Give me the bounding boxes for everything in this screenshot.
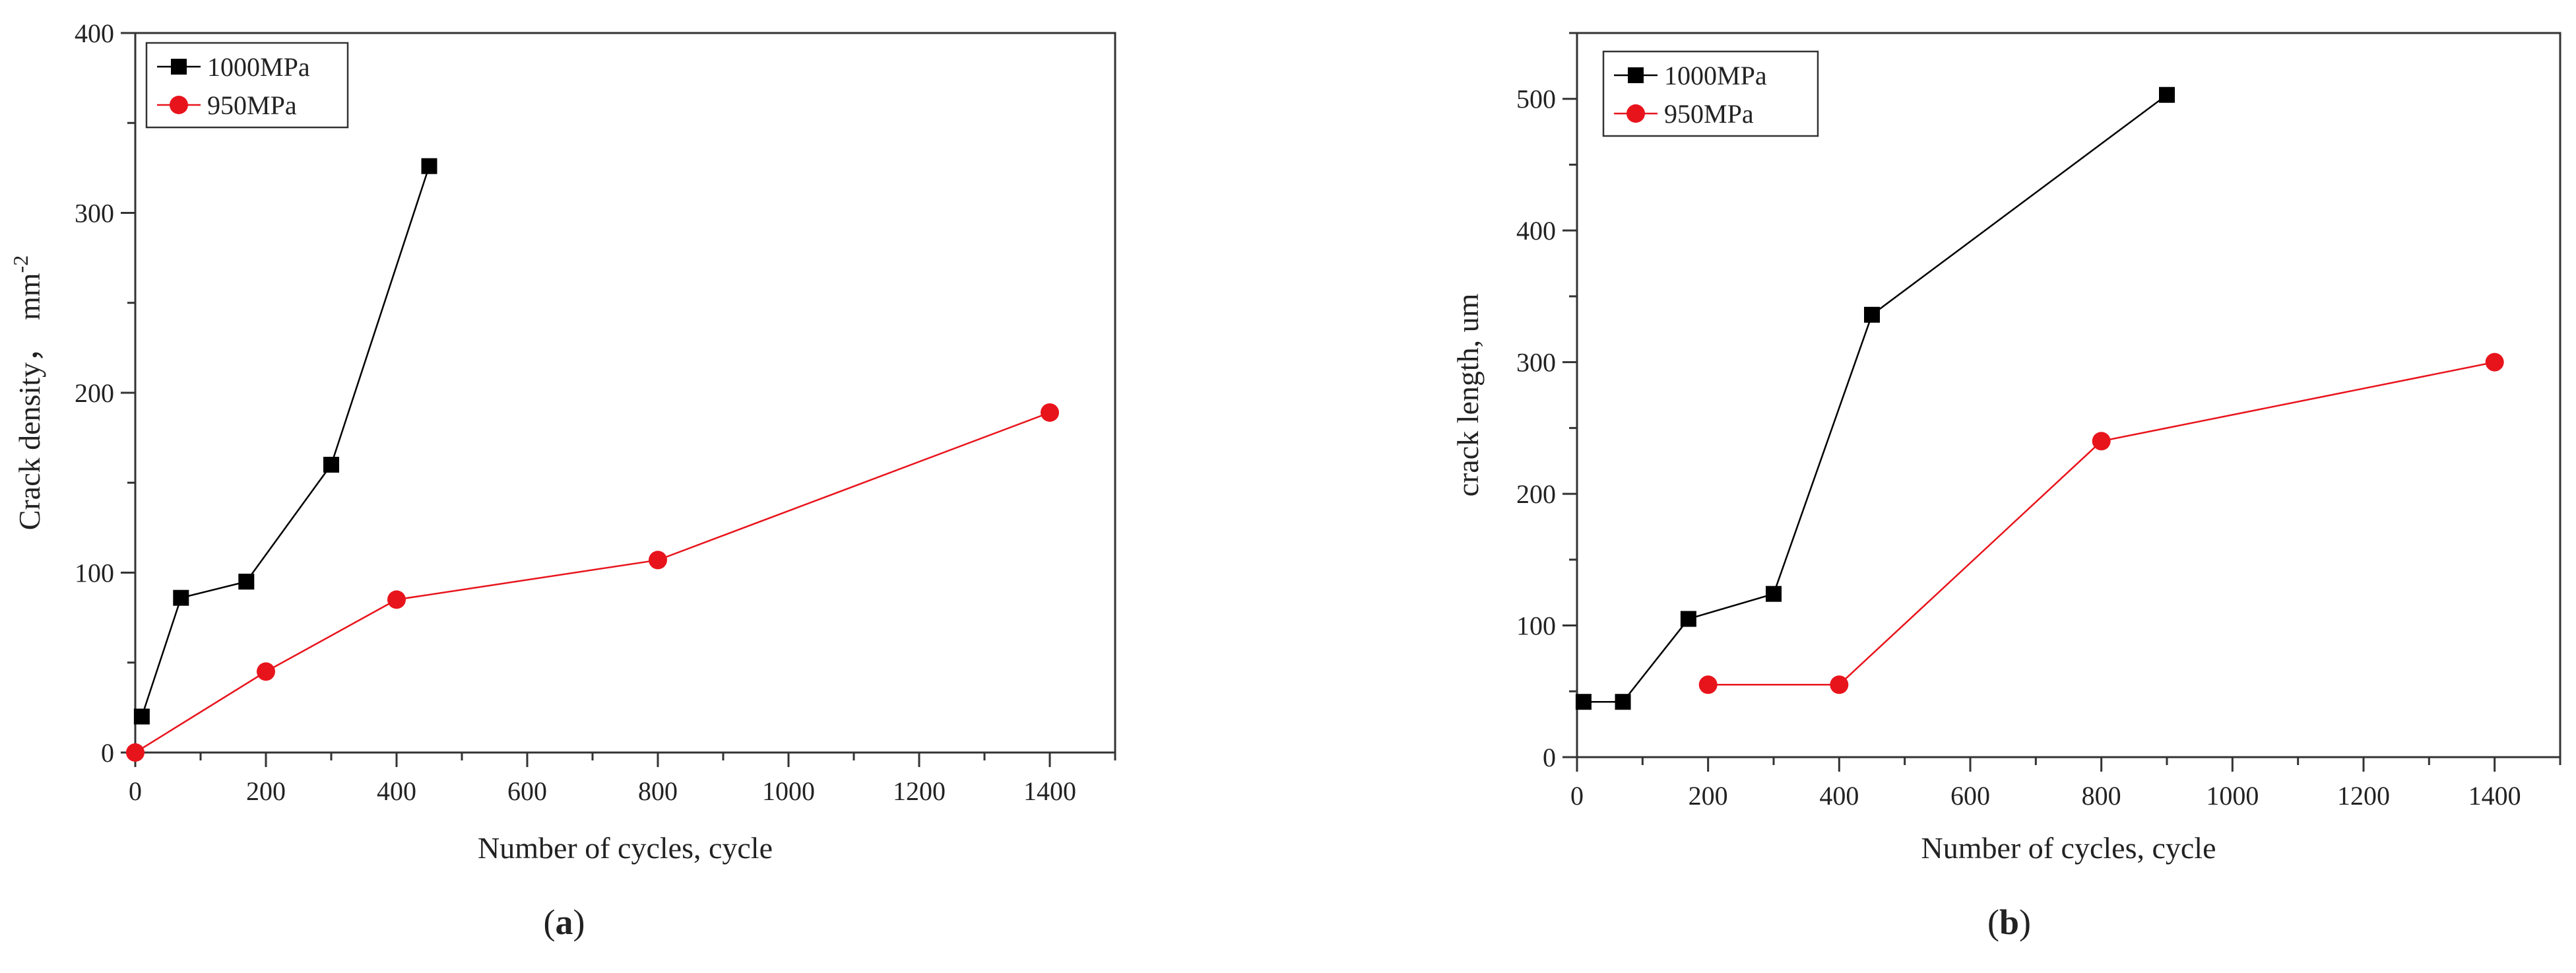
x-tick-label: 200	[1689, 781, 1728, 811]
y-tick-label: 400	[1516, 216, 1556, 246]
data-point-circle	[2485, 352, 2504, 372]
x-tick-label: 1000	[2206, 781, 2259, 811]
chart-panel-b: 0 200 400 600 800 1000 1200 1400 0 100 200 300 400 50…	[1451, 32, 2561, 942]
legend-label: 1000MPa	[207, 52, 310, 82]
data-point-circle	[2092, 432, 2111, 451]
x-tick-label: 0	[129, 776, 142, 806]
x-tick-label: 1200	[893, 776, 946, 806]
legend-marker-square	[171, 59, 187, 75]
panel-label: (b)	[1987, 902, 2031, 942]
y-axis-label: Crack density，mm-2	[9, 255, 46, 530]
y-tick-label: 300	[75, 199, 114, 228]
legend-label: 1000MPa	[1664, 61, 1767, 90]
y-tick-label: 100	[1516, 611, 1556, 641]
data-point-square	[1864, 306, 1880, 323]
data-point-square	[173, 589, 189, 606]
y-axis-unit: mm	[13, 273, 46, 320]
data-point-square	[1575, 694, 1592, 710]
x-axis-label: Number of cycles, cycle	[478, 831, 773, 865]
x-tick-label: 800	[2082, 781, 2121, 811]
data-point-square	[238, 574, 255, 590]
panel-letter: b	[1999, 902, 2019, 942]
data-point-square	[1766, 586, 1782, 602]
legend-marker-circle	[170, 96, 188, 114]
y-tick-label: 500	[1516, 84, 1556, 114]
data-point-circle	[387, 590, 406, 609]
x-tick-label: 1400	[2468, 781, 2521, 811]
data-point-square	[421, 158, 437, 174]
x-tick-label: 600	[1950, 781, 1990, 811]
x-tick-label: 1200	[2337, 781, 2390, 811]
x-tick-label: 200	[246, 776, 286, 806]
data-point-square	[1615, 694, 1631, 710]
series-line-950MPa	[1708, 361, 2495, 686]
data-point-square	[323, 457, 339, 473]
data-point-circle	[126, 743, 145, 762]
x-tick-label: 0	[1570, 781, 1584, 811]
data-point-square	[2159, 86, 2175, 103]
y-axis-unit-exponent: -2	[9, 255, 32, 273]
data-point-circle	[257, 662, 275, 681]
x-tick-label: 1000	[762, 776, 815, 806]
y-tick-label: 400	[75, 18, 114, 48]
panel-letter: a	[556, 902, 573, 942]
x-tick-label: 1400	[1023, 776, 1076, 806]
x-axis-label: Number of cycles, cycle	[1921, 831, 2216, 865]
x-tick-label: 600	[507, 776, 547, 806]
legend-marker-circle	[1626, 104, 1645, 123]
y-tick-label: 100	[75, 558, 114, 588]
data-point-circle	[1698, 675, 1718, 694]
data-point-circle	[1041, 403, 1059, 422]
x-tick-label: 800	[638, 776, 678, 806]
x-tick-label: 400	[377, 776, 416, 806]
x-tick-label: 400	[1819, 781, 1859, 811]
legend-marker-square	[1628, 67, 1644, 83]
data-point-circle	[1830, 675, 1849, 694]
data-point-square	[1680, 611, 1696, 627]
y-tick-label: 0	[1543, 743, 1556, 772]
y-tick-label: 200	[1516, 479, 1556, 509]
plot-frame	[1576, 32, 2561, 758]
y-tick-label: 300	[1516, 348, 1556, 378]
panel-label: (a)	[544, 902, 585, 942]
data-point-circle	[649, 551, 667, 570]
y-tick-label: 200	[75, 378, 114, 408]
legend-label: 950MPa	[207, 90, 297, 120]
chart-panel-a: 0 200 400 600 800 1000 1200 1400 0 100 200 300 400 Nu…	[9, 18, 1116, 942]
legend-label: 950MPa	[1664, 99, 1754, 129]
data-point-square	[133, 708, 150, 725]
y-axis-label: crack length, um	[1451, 293, 1485, 496]
y-tick-label: 0	[101, 738, 114, 768]
